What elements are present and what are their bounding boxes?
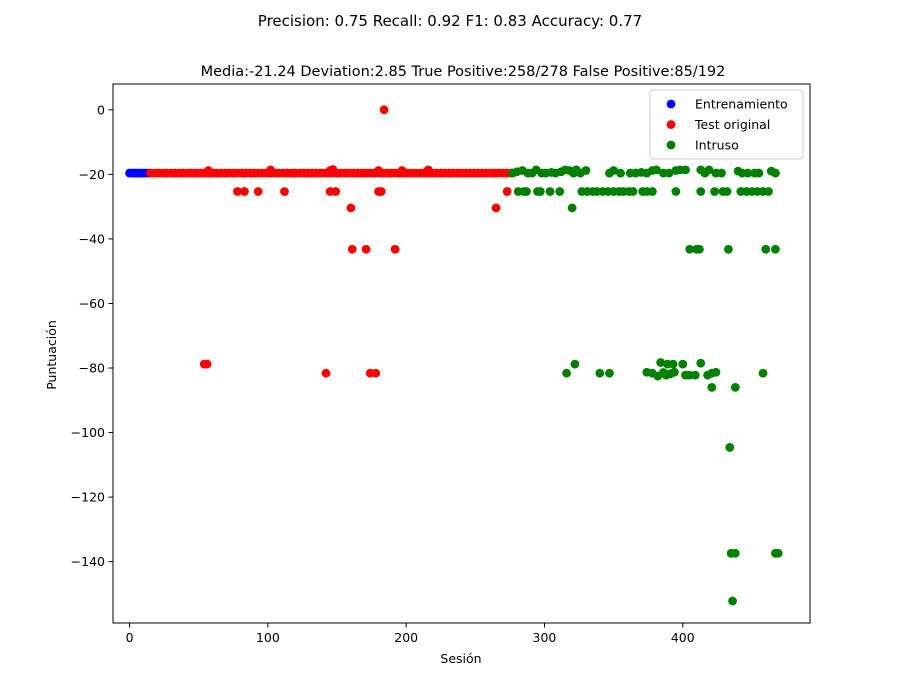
scatter-point-series-2-16	[581, 166, 591, 175]
x-tick-label-4: 400	[671, 630, 695, 645]
chart-title: Media:-21.24 Deviation:2.85 True Positiv…	[201, 64, 726, 80]
x-tick-label-3: 300	[533, 630, 557, 645]
scatter-point-series-2-45	[522, 187, 531, 196]
scatter-point-series-2-75	[567, 203, 577, 213]
scatter-point-series-2-18	[609, 166, 619, 175]
scatter-point-series-1-104	[346, 203, 356, 213]
legend: Entrenamiento Test original Intruso	[649, 89, 804, 160]
scatter-point-series-2-106	[730, 382, 740, 392]
scatter-point-series-2-83	[656, 358, 666, 367]
y-tick-label-4: −80	[79, 361, 105, 376]
scatter-point-series-1-108	[390, 244, 400, 254]
x-axis-label: Sesión	[440, 651, 481, 666]
scatter-point-series-2-64	[671, 187, 681, 196]
scatter-point-series-2-78	[694, 244, 704, 254]
scatter-point-series-2-100	[690, 370, 700, 380]
scatter-point-series-1-96	[239, 187, 249, 196]
scatter-point-series-1-93	[397, 166, 407, 175]
y-tick-label-0: 0	[97, 102, 105, 117]
scatter-point-series-2-47	[535, 187, 545, 196]
scatter-point-series-2-76	[685, 244, 695, 254]
scatter-point-series-2-104	[758, 368, 768, 378]
scatter-point-series-2-82	[570, 359, 580, 369]
legend-items: Entrenamiento Test original Intruso	[666, 97, 788, 153]
scatter-point-series-1-95	[233, 187, 242, 196]
scatter-point-series-2-90	[605, 368, 614, 378]
legend-marker-2	[666, 140, 676, 150]
scatter-point-series-2-105	[707, 382, 717, 392]
scatter-point-series-1-89	[266, 165, 276, 175]
figure-suptitle: Precision: 0.75 Recall: 0.92 F1: 0.83 Ac…	[258, 12, 642, 30]
scatter-point-series-2-81	[771, 244, 780, 254]
scatter-point-series-1-92	[374, 166, 383, 175]
y-tick-label-3: −60	[79, 296, 105, 311]
scatter-point-series-2-33	[704, 165, 714, 175]
scatter-point-series-1-97	[253, 187, 263, 196]
scatter-point-series-2-87	[696, 358, 706, 368]
scatter-point-series-2-79	[724, 244, 733, 254]
scatter-point-series-1-111	[321, 368, 331, 378]
x-tick-label-0: 0	[126, 630, 134, 645]
scatter-point-series-2-66	[710, 187, 719, 196]
y-tick-label-6: −120	[71, 490, 105, 505]
scatter-point-series-2-107	[725, 443, 735, 452]
scatter-point-series-1-88	[204, 166, 213, 175]
legend-marker-1	[666, 120, 676, 129]
scatter-point-series-1-91	[328, 165, 338, 174]
scatter-point-series-2-48	[545, 187, 555, 196]
scatter-point-series-1-94	[423, 165, 433, 175]
points-layer	[125, 105, 783, 606]
scatter-point-series-2-85	[668, 359, 678, 369]
y-tick-label-7: −140	[71, 554, 105, 569]
scatter-point-series-2-103	[711, 367, 721, 377]
scatter-point-series-1-106	[347, 244, 357, 254]
scatter-point-series-1-114	[379, 105, 389, 115]
legend-box	[649, 89, 804, 160]
scatter-point-series-2-65	[696, 187, 706, 196]
x-tick-label-1: 100	[256, 630, 280, 645]
scatter-point-series-2-74	[764, 187, 773, 196]
legend-label-0: Entrenamiento	[695, 97, 788, 112]
legend-marker-0	[666, 99, 676, 109]
scatter-point-series-2-30	[681, 165, 690, 175]
scatter-point-series-2-19	[616, 168, 625, 178]
scatter-point-series-2-63	[647, 187, 657, 196]
scatter-point-series-2-38	[743, 168, 753, 178]
scatter-point-series-1-103	[502, 187, 512, 196]
scatter-point-series-2-40	[754, 168, 764, 178]
scatter-point-series-1-113	[371, 368, 381, 378]
scatter-point-series-1-105	[491, 203, 501, 213]
scatter-point-series-2-80	[761, 244, 771, 254]
scatter-point-series-2-112	[728, 596, 737, 606]
scatter-point-series-1-98	[280, 187, 289, 196]
scatter-point-series-2-88	[562, 368, 571, 378]
scatter-point-series-1-102	[376, 187, 386, 196]
legend-label-1: Test original	[694, 117, 770, 132]
scatter-point-series-1-100	[331, 187, 341, 196]
scatter-point-series-2-97	[670, 367, 679, 377]
legend-label-2: Intruso	[695, 138, 739, 153]
scatter-point-series-2-68	[722, 187, 732, 196]
y-axis-label: Puntuación	[44, 320, 59, 390]
x-axis: 0 100 200 300 400	[126, 623, 695, 645]
y-tick-label-5: −100	[71, 425, 105, 440]
scatter-point-series-2-109	[730, 548, 740, 558]
scatter-point-series-2-89	[595, 368, 605, 378]
y-tick-label-1: −20	[79, 167, 105, 182]
scatter-point-series-1-107	[361, 244, 371, 254]
scatter-point-series-2-27	[664, 168, 674, 178]
scatter-point-series-2-111	[773, 548, 783, 558]
scatter-point-series-1-110	[202, 359, 212, 369]
y-axis: 0 −20 −40 −60 −80 −100 −120 −140	[71, 102, 113, 569]
y-tick-label-2: −40	[79, 231, 105, 246]
x-tick-label-2: 200	[394, 630, 418, 645]
scatter-point-series-2-25	[652, 165, 661, 175]
scatter-point-series-2-60	[628, 187, 638, 196]
scatter-point-series-2-49	[555, 187, 565, 196]
scatter-point-series-2-42	[771, 168, 780, 178]
scatter-point-series-2-35	[717, 168, 726, 178]
scatter-point-series-2-86	[678, 359, 688, 369]
plot-frame	[112, 83, 811, 624]
